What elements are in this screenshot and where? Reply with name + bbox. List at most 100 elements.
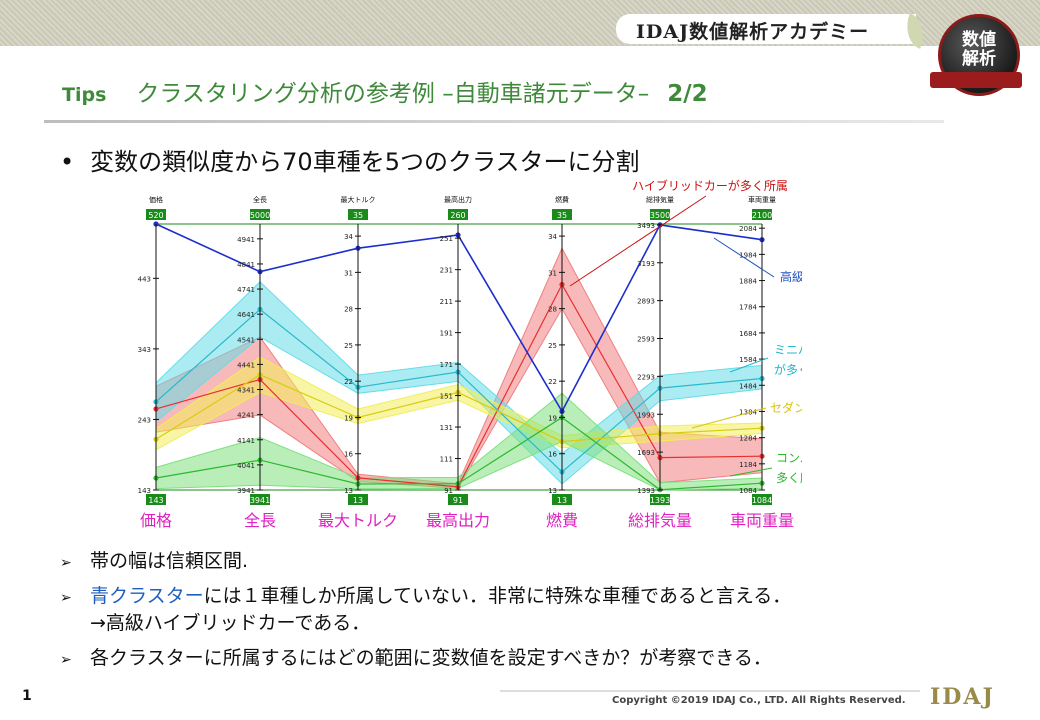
tick-label: 1393 [637,487,655,495]
tick-label: 191 [440,330,453,338]
axis-bottom-label: 最大トルク [318,511,398,530]
tick-label: 4541 [237,336,255,344]
slide-number: 1 [22,688,32,704]
main-bullet: • 変数の類似度から70車種を5つのクラスターに分割 [60,142,639,177]
note-text: には１車種しか所属していない．非常に特殊な車種であると言える． [203,585,792,607]
notes-list: ➢ 帯の幅は信頼区間. ➢ 青クラスターには１車種しか所属していない．非常に特殊な車… [60,548,1020,680]
tick-label: 4441 [237,361,255,369]
tick-label: 22 [548,378,557,386]
axis-bottom-label: 車両重量 [730,511,794,530]
tick-label: 1184 [739,461,757,469]
axis-header: 総排気量 [646,195,674,204]
axis-bottom-label: 最高出力 [426,511,490,530]
tick-label: 1084 [739,487,757,495]
axis-bottom-label: 総排気量 [628,511,692,530]
note-text: 各クラスターに所属するにはどの範囲に変数値を設定すべきか？が考察できる． [90,647,772,669]
annotation-label: 多く所属 [776,471,802,485]
annotation-arrow [713,237,775,278]
tick-label: 25 [548,342,557,350]
axis-min-box [752,494,772,505]
bullet-dot: • [60,148,75,176]
badge-text: 数値 解析 [962,30,996,69]
tick-label: 31 [344,269,353,277]
annotation-arrow [729,467,773,477]
annotation-arrow [729,357,769,373]
tick-label: 171 [440,361,453,369]
tick-label: 343 [138,346,151,354]
tick-label: 143 [138,487,151,495]
idaj-logo: IDAJ [930,684,995,710]
tick-label: 1684 [739,330,757,338]
note-arrow-icon: ➢ [60,652,72,668]
axis-max-label: 35 [353,211,363,220]
axis-min-label: 3941 [250,496,270,505]
bullet-text: 変数の類似度から70車種を5つのクラスターに分割 [90,148,640,176]
tick-label: 28 [344,306,353,314]
tick-label: 4941 [237,236,255,244]
brand-title: IDAJ数値解析アカデミー [636,21,870,43]
axis-bottom-label: 価格 [140,511,172,530]
axis-max-box [552,209,572,220]
annotation-arrow [691,407,767,429]
tick-label: 151 [440,393,453,401]
tick-label: 1884 [739,278,757,286]
axis-max-box [250,209,270,220]
note-arrow-icon: ➢ [60,555,72,571]
note-text: 帯の幅は信頼区間. [90,550,249,572]
axis-header: 価格 [149,195,163,204]
note-item: ➢ 各クラスターに所属するにはどの範囲に変数値を設定すべきか？が考察できる． [60,645,1020,672]
axis-min-label: 13 [353,496,363,505]
axis-min-box [650,494,670,505]
tick-label: 111 [440,456,453,464]
axis-max-box [650,209,670,220]
axis-min-box [552,494,572,505]
tick-label: 2593 [637,336,655,344]
badge-ribbon [930,72,1022,88]
brand-bar [616,14,916,44]
axis-max-label: 5000 [250,211,270,220]
tick-label: 1993 [637,411,655,419]
tick-label: 2293 [637,373,655,381]
axis-max-box [146,209,166,220]
tick-label: 34 [548,233,557,241]
tick-label: 3941 [237,487,255,495]
tick-label: 4341 [237,387,255,395]
note-item: ➢ 帯の幅は信頼区間. [60,548,1020,575]
tick-label: 443 [138,275,151,283]
tick-label: 1693 [637,449,655,457]
axis-header: 燃費 [555,195,569,204]
tick-label: 19 [344,414,353,422]
tick-label: 4041 [237,462,255,470]
title-divider [44,120,944,123]
tick-label: 31 [548,269,557,277]
annotation-label: ハイブリッドカーが多く所属 [632,178,788,193]
axis-max-label: 2100 [752,211,772,220]
tick-label: 4141 [237,437,255,445]
axis-header: 車両重量 [748,195,776,204]
tick-label: 251 [440,235,453,243]
axis-header: 最大トルク [341,195,376,204]
tick-label: 1784 [739,304,757,312]
tick-label: 1484 [739,382,757,390]
axis-min-box [146,494,166,505]
axis-min-label: 1084 [752,496,772,505]
annotation-label: コンパクトカーが [776,450,802,465]
title-page: 2/2 [667,81,708,107]
note-highlight: 青クラスター [90,585,204,607]
axis-min-box [250,494,270,505]
axis-min-box [448,494,468,505]
axis-max-box [448,209,468,220]
tick-label: 1984 [739,251,757,259]
axis-max-label: 520 [148,211,163,220]
copyright: Copyright ©2019 IDAJ Co., LTD. All Right… [612,695,906,706]
tick-label: 91 [444,487,453,495]
axis-max-box [752,209,772,220]
tick-label: 1284 [739,435,757,443]
title-main: クラスタリング分析の参考例 –自動車諸元データ– [136,81,650,107]
tick-label: 16 [548,451,557,459]
parallel-coordinates-chart: 価格 520 143 143 243 343 443 価格 全長 5000 3941 3941 4041… [118,176,900,538]
tick-label: 28 [548,306,557,314]
footer-divider [500,690,920,692]
tick-label: 25 [344,342,353,350]
tick-label: 131 [440,424,453,432]
